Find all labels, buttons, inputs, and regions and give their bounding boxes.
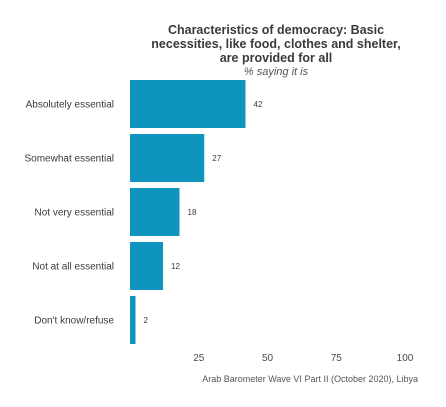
bar-1 bbox=[130, 134, 205, 182]
chart-title-line-1: Characteristics of democracy: Basic bbox=[168, 23, 384, 37]
value-label-3: 12 bbox=[171, 262, 180, 271]
chart-caption: Arab Barometer Wave VI Part II (October … bbox=[202, 374, 418, 384]
value-label-1: 27 bbox=[212, 154, 221, 163]
bar-2 bbox=[130, 188, 180, 236]
value-label-2: 18 bbox=[188, 208, 197, 217]
value-label-0: 42 bbox=[254, 100, 263, 109]
x-tick-label-0: 25 bbox=[193, 353, 205, 364]
category-label-4: Don't know/refuse bbox=[34, 316, 114, 327]
chart-title-line-2: necessities, like food, clothes and shel… bbox=[151, 37, 400, 51]
category-label-2: Not very essential bbox=[35, 208, 114, 219]
chart-title: Characteristics of democracy: Basic nece… bbox=[151, 23, 400, 65]
x-tick-label-1: 50 bbox=[262, 353, 274, 364]
category-label-0: Absolutely essential bbox=[26, 100, 114, 111]
x-axis-ticks: 25 50 75 100 bbox=[193, 353, 414, 364]
chart-subtitle: % saying it is bbox=[244, 66, 309, 78]
bars: Absolutely essential 42 Somewhat essential… bbox=[25, 80, 263, 344]
bar-4 bbox=[130, 296, 136, 344]
category-label-1: Somewhat essential bbox=[25, 154, 115, 165]
x-tick-label-3: 100 bbox=[397, 353, 414, 364]
category-label-3: Not at all essential bbox=[32, 262, 114, 273]
chart-title-line-3: are provided for all bbox=[220, 51, 333, 65]
x-tick-label-2: 75 bbox=[331, 353, 343, 364]
value-label-4: 2 bbox=[144, 316, 149, 325]
bar-0 bbox=[130, 80, 246, 128]
bar-3 bbox=[130, 242, 163, 290]
